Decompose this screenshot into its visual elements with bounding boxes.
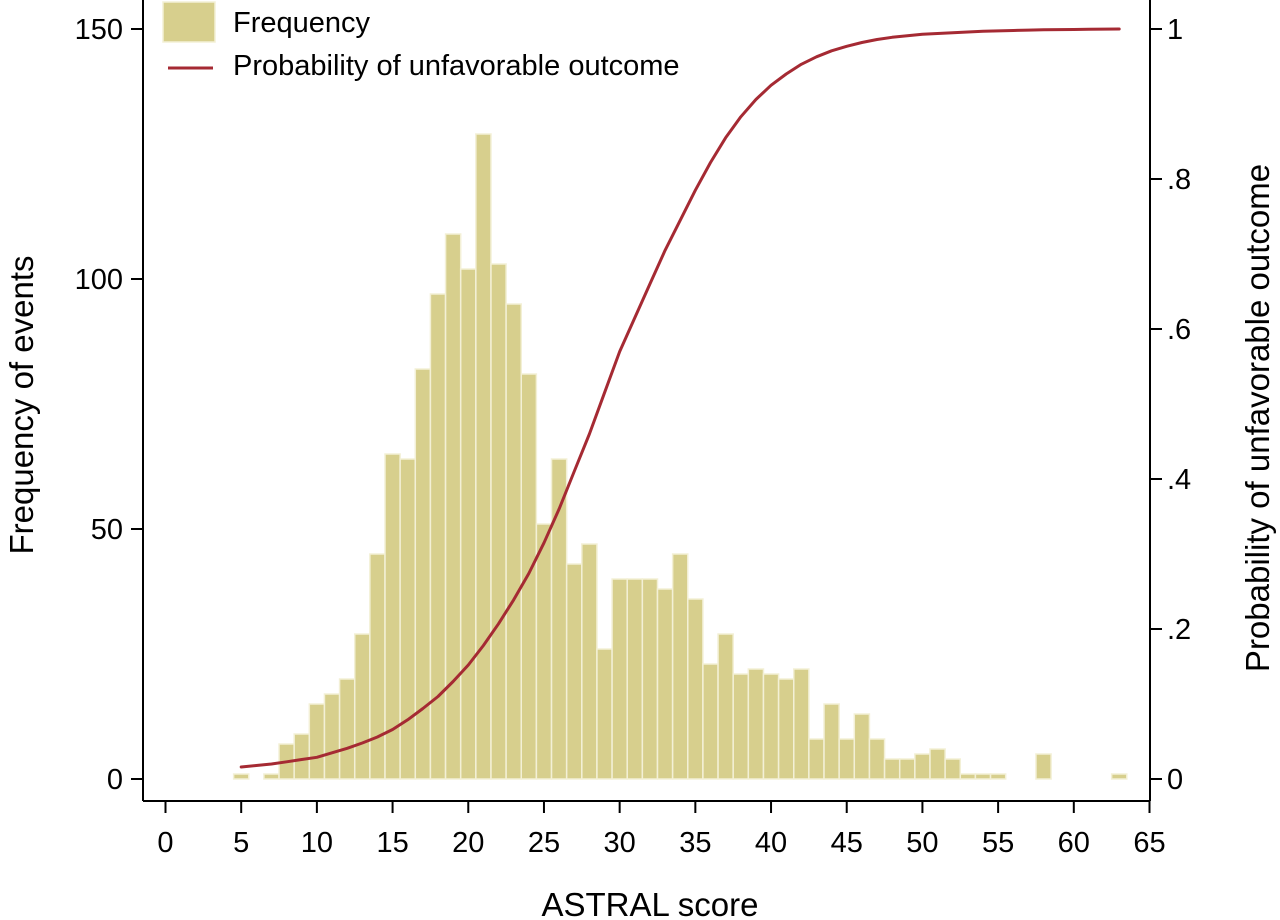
y2-axis-title: Probability of unfavorable outcome bbox=[1239, 164, 1276, 672]
x-tick-label: 35 bbox=[679, 827, 711, 859]
histogram-bar bbox=[338, 678, 356, 780]
y-tick-label: 100 bbox=[75, 264, 123, 296]
histogram-bar bbox=[611, 578, 628, 780]
histogram-bar bbox=[808, 738, 825, 780]
histogram-bar bbox=[1110, 773, 1128, 780]
x-axis-title: ASTRAL score bbox=[541, 886, 758, 920]
histogram-bar bbox=[490, 263, 507, 780]
histogram-bar bbox=[263, 773, 280, 780]
x-tick-label: 60 bbox=[1058, 827, 1090, 859]
histogram-bar bbox=[717, 633, 734, 780]
histogram-bar bbox=[308, 703, 326, 780]
histogram-bar bbox=[535, 523, 553, 780]
histogram-bar bbox=[444, 233, 462, 780]
x-tick-label: 65 bbox=[1133, 827, 1165, 859]
histogram-bar bbox=[232, 773, 250, 780]
y-axis-title: Frequency of events bbox=[3, 256, 40, 555]
histogram-bar bbox=[838, 738, 856, 780]
histogram-bar bbox=[687, 598, 704, 780]
histogram-bar bbox=[656, 588, 674, 780]
histogram-bar bbox=[520, 373, 538, 780]
histogram-bar bbox=[762, 673, 780, 780]
histogram-bar bbox=[581, 543, 598, 780]
histogram-bar bbox=[414, 368, 432, 780]
histogram-bar bbox=[989, 773, 1007, 780]
x-tick-label: 10 bbox=[301, 827, 333, 859]
x-tick-label: 20 bbox=[452, 827, 484, 859]
histogram-bar bbox=[641, 578, 659, 780]
y-tick-label: 0 bbox=[107, 764, 123, 796]
histogram-bar bbox=[429, 293, 447, 780]
probability-line bbox=[239, 27, 1121, 769]
histogram-bar bbox=[369, 553, 386, 780]
histogram-bar bbox=[475, 133, 492, 780]
histogram-bar bbox=[853, 713, 871, 780]
histogram-bar bbox=[914, 753, 931, 780]
y2-tick-label: .8 bbox=[1167, 164, 1191, 196]
histogram-bar bbox=[823, 703, 840, 780]
histogram-bar bbox=[626, 578, 644, 780]
histogram-bar bbox=[747, 668, 765, 780]
y-tick-label: 150 bbox=[75, 14, 123, 46]
x-tick-label: 0 bbox=[157, 827, 173, 859]
x-tick-label: 55 bbox=[982, 827, 1014, 859]
histogram-bar bbox=[353, 633, 371, 780]
histogram-bar bbox=[459, 268, 477, 780]
y-axis-right: 0 .2 .4 .6 .8 1 bbox=[1150, 14, 1191, 796]
x-tick-label: 5 bbox=[233, 827, 249, 859]
x-tick-label: 30 bbox=[604, 827, 636, 859]
x-tick-label: 25 bbox=[528, 827, 560, 859]
x-axis: 0 5 10 15 20 25 30 35 40 45 50 55 60 65 bbox=[157, 801, 1166, 859]
histogram-bar bbox=[944, 758, 962, 780]
histogram-bar bbox=[792, 668, 810, 780]
x-tick-label: 45 bbox=[831, 827, 863, 859]
histogram-bar bbox=[732, 673, 750, 780]
probability-line-layer bbox=[239, 27, 1121, 769]
histogram-bar bbox=[293, 733, 311, 780]
y2-tick-label: 1 bbox=[1167, 14, 1183, 46]
x-tick-label: 50 bbox=[906, 827, 938, 859]
histogram-bar bbox=[596, 648, 613, 780]
y2-tick-label: 0 bbox=[1167, 764, 1183, 796]
x-tick-label: 40 bbox=[755, 827, 787, 859]
legend-swatch-frequency bbox=[162, 1, 216, 43]
y-axis-left: 0 50 100 150 bbox=[75, 14, 143, 796]
y-tick-label: 50 bbox=[91, 514, 123, 546]
histogram-bar bbox=[898, 758, 916, 780]
legend-label-frequency: Frequency bbox=[233, 7, 371, 39]
histogram-bar bbox=[565, 563, 583, 780]
histogram-bar bbox=[777, 678, 795, 780]
histogram-bar bbox=[702, 663, 719, 780]
histogram-bar bbox=[959, 773, 977, 780]
histogram-bar bbox=[1035, 753, 1052, 780]
legend: Frequency Probability of unfavorable out… bbox=[162, 1, 680, 82]
legend-label-probability: Probability of unfavorable outcome bbox=[233, 50, 680, 82]
histogram-bar bbox=[883, 758, 901, 780]
y2-tick-label: .4 bbox=[1167, 464, 1191, 496]
histogram-bar bbox=[974, 773, 992, 780]
histogram-bar bbox=[868, 738, 886, 780]
histogram-bar bbox=[929, 748, 946, 780]
histogram-bar bbox=[323, 693, 341, 780]
histogram-bar bbox=[399, 458, 417, 780]
histogram-bar bbox=[671, 553, 689, 780]
x-tick-label: 15 bbox=[376, 827, 408, 859]
y2-tick-label: .6 bbox=[1167, 314, 1191, 346]
histogram-bar bbox=[505, 303, 523, 780]
y2-tick-label: .2 bbox=[1167, 614, 1191, 646]
